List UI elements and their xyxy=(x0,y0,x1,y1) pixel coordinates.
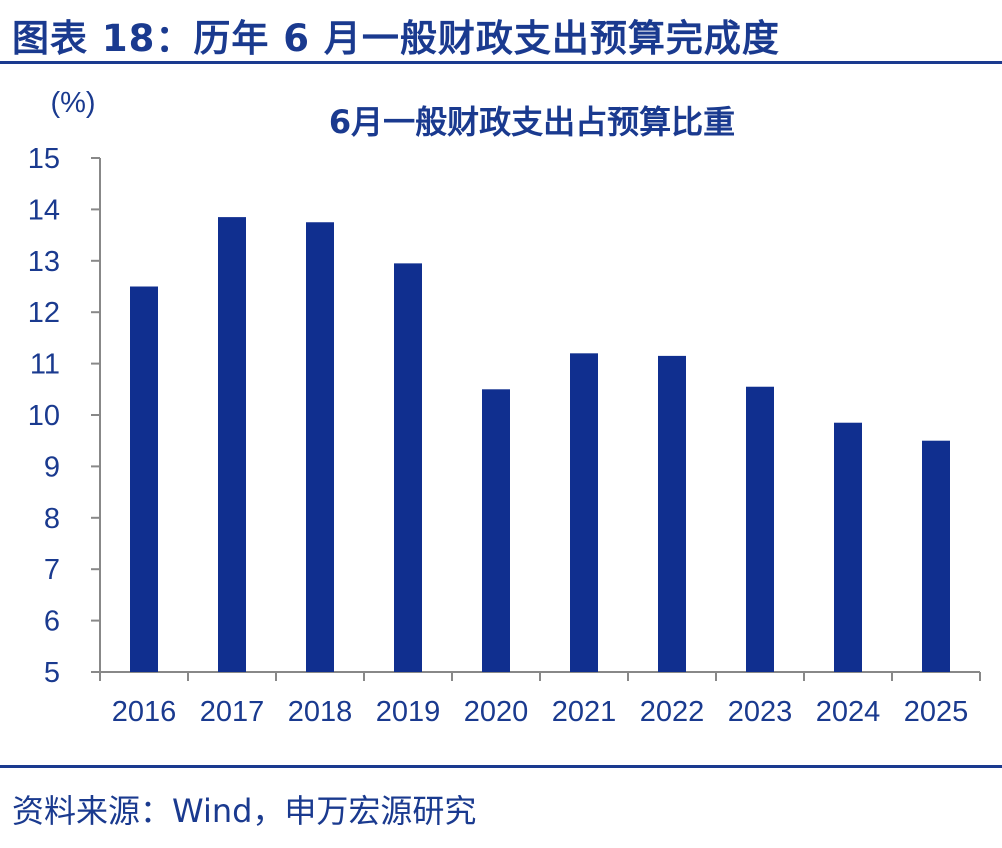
bar-2021 xyxy=(570,353,598,672)
bar-2025 xyxy=(922,440,950,672)
y-tick-label: 7 xyxy=(44,554,60,586)
bar-2024 xyxy=(834,422,862,672)
top-divider xyxy=(0,61,1002,64)
x-tick-label: 2020 xyxy=(464,696,529,728)
y-tick-label: 9 xyxy=(44,451,60,483)
bar-chart: 6月一般财政支出占预算比重 (%) 5 6 7 8 9 10 11 12 13 14 15 2016… xyxy=(28,87,981,728)
bar-2023 xyxy=(746,386,774,672)
y-tick-label: 12 xyxy=(28,297,60,329)
bar-2018 xyxy=(306,222,334,672)
x-tick-label: 2019 xyxy=(376,696,441,728)
bottom-divider xyxy=(0,765,1002,768)
source-note: 资料来源：Wind，申万宏源研究 xyxy=(12,792,477,830)
x-tick-label: 2021 xyxy=(552,696,617,728)
x-tick-label: 2017 xyxy=(200,696,265,728)
y-tick-label: 13 xyxy=(28,246,60,278)
chart-title: 6月一般财政支出占预算比重 xyxy=(329,103,735,141)
bar-series xyxy=(130,217,950,673)
y-tick-label: 10 xyxy=(28,400,60,432)
y-tick-label: 8 xyxy=(44,503,60,535)
y-tick-label: 5 xyxy=(44,657,60,689)
bar-2022 xyxy=(658,355,686,672)
y-axis: 5 6 7 8 9 10 11 12 13 14 15 xyxy=(28,143,101,689)
bar-2016 xyxy=(130,286,158,672)
y-tick-label: 14 xyxy=(28,194,60,226)
x-tick-label: 2024 xyxy=(816,696,881,728)
figure-title: 图表 18：历年 6 月一般财政支出预算完成度 xyxy=(12,17,780,60)
y-tick-label: 15 xyxy=(28,143,60,175)
y-tick-label: 6 xyxy=(44,606,60,638)
x-axis: 2016 2017 2018 2019 2020 2021 2022 2023 2024 2025 xyxy=(99,671,981,728)
x-tick-label: 2022 xyxy=(640,696,705,728)
y-axis-unit-label: (%) xyxy=(50,87,95,119)
bar-2020 xyxy=(482,389,510,672)
y-tick-label: 11 xyxy=(30,349,60,381)
x-tick-label: 2023 xyxy=(728,696,793,728)
x-tick-label: 2025 xyxy=(904,696,969,728)
x-tick-label: 2016 xyxy=(112,696,177,728)
bar-2019 xyxy=(394,263,422,672)
bar-2017 xyxy=(218,217,246,673)
x-tick-label: 2018 xyxy=(288,696,353,728)
